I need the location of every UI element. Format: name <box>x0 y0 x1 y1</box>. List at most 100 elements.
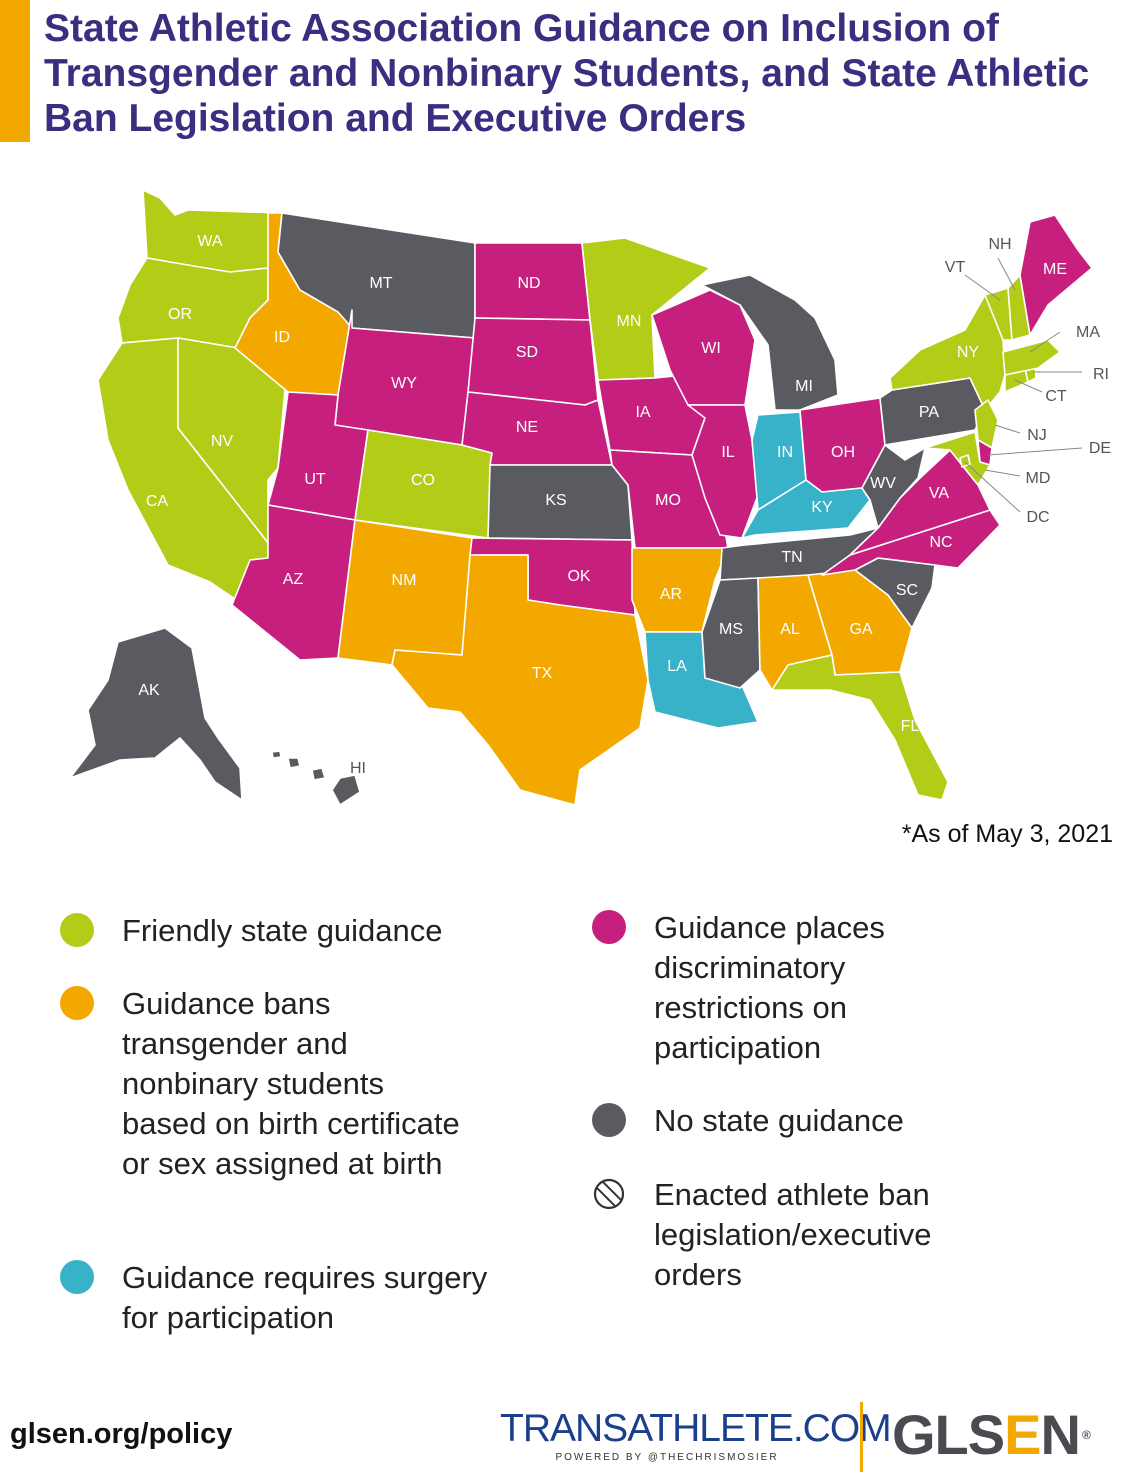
state-label-ak: AK <box>138 682 160 699</box>
footer-url[interactable]: glsen.org/policy <box>10 1418 233 1450</box>
leader-line <box>964 461 1021 513</box>
state-label-mt: MT <box>369 275 392 292</box>
state-mn <box>581 237 711 381</box>
state-label-tn: TN <box>781 549 802 566</box>
state-label-va: VA <box>929 485 949 502</box>
state-label-wv: WV <box>870 475 896 492</box>
state-fl <box>771 654 949 801</box>
leader-line <box>984 469 1021 477</box>
logo-divider <box>860 1402 863 1472</box>
legend-restrictions: Guidance places discriminatory restricti… <box>592 908 932 1068</box>
state-label-id: ID <box>274 329 290 346</box>
transathlete-wordmark: TRANSATHLETE.COM <box>500 1407 892 1450</box>
state-label-il: IL <box>721 444 734 461</box>
state-label-wy: WY <box>391 375 417 392</box>
legend-swatch-friendly <box>60 913 94 947</box>
state-label-nd: ND <box>517 275 540 292</box>
state-hi <box>311 767 326 781</box>
state-label-ms: MS <box>719 621 743 638</box>
leader-line <box>994 424 1021 434</box>
state-label-tx: TX <box>532 665 553 682</box>
legend-swatch-bans <box>60 986 94 1020</box>
state-label-ct: CT <box>1045 388 1067 405</box>
state-label-wi: WI <box>701 340 721 357</box>
state-hi <box>331 774 361 806</box>
state-label-pa: PA <box>919 404 939 421</box>
legend-hatched: Enacted athlete ban legislation/executiv… <box>592 1175 1012 1295</box>
state-ks <box>487 464 633 541</box>
transathlete-logo: TRANSATHLETE.COM POWERED BY @THECHRISMOS… <box>500 1407 892 1464</box>
state-label-ky: KY <box>811 499 833 516</box>
state-label-nc: NC <box>929 534 952 551</box>
state-sd <box>467 317 599 406</box>
state-label-mi: MI <box>795 378 813 395</box>
state-ma <box>1002 339 1061 376</box>
leader-line <box>1014 379 1043 393</box>
leader-line <box>1029 331 1061 353</box>
us-map: WA OR CA NV ID MT WY UT CO AZ NM ND SD NE KS OK TX MN IA MO… <box>69 189 1111 806</box>
state-label-ca: CA <box>146 493 169 510</box>
legend-swatch-surgery <box>60 1260 94 1294</box>
state-nc <box>821 509 1001 576</box>
state-label-wa: WA <box>197 233 223 250</box>
state-label-mo: MO <box>655 492 681 509</box>
transathlete-tagline: POWERED BY @THECHRISMOSIER <box>555 1452 779 1463</box>
legend-friendly: Friendly state guidance <box>60 911 530 951</box>
state-label-ga: GA <box>849 621 872 638</box>
state-nm <box>337 519 473 666</box>
legend-label: Friendly state guidance <box>122 913 443 948</box>
state-hi <box>271 750 282 759</box>
state-label-ia: IA <box>635 404 650 421</box>
state-md <box>924 431 991 486</box>
state-label-oh: OH <box>831 444 855 461</box>
state-label-or: OR <box>168 306 192 323</box>
state-label-ar: AR <box>660 586 682 603</box>
state-label-ut: UT <box>304 471 326 488</box>
state-label-me: ME <box>1043 261 1067 278</box>
state-label-co: CO <box>411 472 435 489</box>
state-label-nv: NV <box>211 433 234 450</box>
state-label-ks: KS <box>545 492 566 509</box>
page-title: State Athletic Association Guidance on I… <box>44 7 1090 140</box>
state-ak <box>69 627 243 801</box>
state-label-md: MD <box>1026 470 1051 487</box>
leader-line <box>964 274 1001 301</box>
state-label-de: DE <box>1089 440 1111 457</box>
state-label-nh: NH <box>988 236 1011 253</box>
legend-label: Guidance bans transgender and nonbinary … <box>122 986 460 1181</box>
state-label-ny: NY <box>957 344 980 361</box>
legend-surgery: Guidance requires surgery for participat… <box>60 1258 530 1338</box>
leader-line <box>987 447 1083 456</box>
state-label-ok: OK <box>567 568 590 585</box>
state-label-nj: NJ <box>1027 427 1047 444</box>
state-label-ma: MA <box>1076 324 1100 341</box>
leader-line <box>997 257 1016 291</box>
state-label-la: LA <box>667 658 687 675</box>
legend-swatch-restrictions <box>592 910 626 944</box>
as-of-date: *As of May 3, 2021 <box>901 820 1113 848</box>
state-label-vt: VT <box>945 259 966 276</box>
state-me <box>1019 214 1093 336</box>
state-label-fl: FL <box>901 718 920 735</box>
legend-label: Enacted athlete ban legislation/executiv… <box>654 1177 932 1292</box>
state-label-sd: SD <box>516 344 538 361</box>
state-label-in: IN <box>777 444 793 461</box>
state-label-mn: MN <box>617 313 642 330</box>
state-label-hi: HI <box>350 760 366 777</box>
state-label-dc: DC <box>1026 509 1049 526</box>
legend-swatch-none <box>592 1103 626 1137</box>
hatched-circle-icon <box>593 1178 625 1210</box>
state-mi <box>701 274 839 411</box>
legend-bans: Guidance bans transgender and nonbinary … <box>60 984 460 1184</box>
legend-label: No state guidance <box>654 1103 904 1138</box>
state-nj <box>974 399 999 449</box>
state-tx <box>391 554 649 806</box>
state-label-sc: SC <box>896 582 918 599</box>
state-label-ri: RI <box>1093 366 1109 383</box>
state-wa <box>142 189 283 273</box>
legend-none: No state guidance <box>592 1101 1012 1141</box>
state-label-ne: NE <box>516 419 538 436</box>
state-hi <box>287 757 301 769</box>
legend-label: Guidance requires surgery for participat… <box>122 1260 488 1335</box>
state-label-az: AZ <box>283 571 304 588</box>
